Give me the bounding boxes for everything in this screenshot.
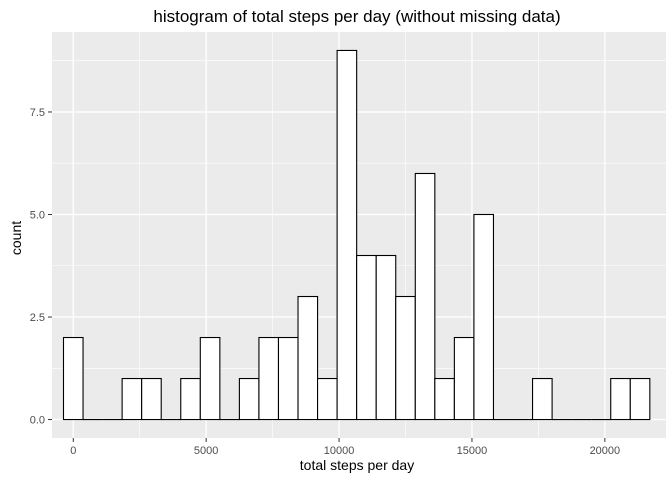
x-axis-label: total steps per day — [300, 457, 414, 473]
histogram-bar — [238, 377, 260, 421]
x-tick-label: 0 — [70, 445, 76, 457]
histogram-bar — [317, 377, 338, 421]
histogram-bar — [277, 336, 299, 421]
histogram-bar — [629, 377, 651, 421]
y-tick-label: 2.5 — [30, 312, 45, 324]
y-tick-label: 0.0 — [30, 415, 45, 427]
histogram-bar — [395, 295, 416, 421]
histogram-bar — [375, 254, 397, 421]
histogram-bar — [610, 377, 631, 421]
y-tick-label: 5.0 — [30, 209, 45, 221]
histogram-bar — [62, 336, 84, 421]
histogram-bars — [62, 49, 651, 421]
histogram-bar — [434, 377, 455, 421]
x-tick-label: 20000 — [590, 445, 621, 457]
histogram-bar — [356, 254, 377, 421]
histogram-bar — [532, 377, 553, 421]
histogram-bar — [180, 377, 201, 421]
histogram-bar — [297, 295, 319, 421]
x-tick-label: 15000 — [457, 445, 488, 457]
histogram-bar — [258, 336, 280, 421]
chart-title: histogram of total steps per day (withou… — [153, 7, 560, 26]
histogram-bar — [336, 49, 358, 421]
histogram-bar — [199, 336, 221, 421]
y-axis-label: count — [8, 221, 24, 255]
x-tick-label: 5000 — [194, 445, 218, 457]
histogram-bar — [414, 172, 436, 421]
histogram-bar — [453, 336, 475, 421]
histogram-bar — [473, 213, 495, 421]
y-tick-label: 7.5 — [30, 107, 45, 119]
histogram-bar — [141, 377, 162, 421]
axes: 0 5000 10000 15000 20000 0.0 2.5 5.0 7.5 — [30, 107, 620, 457]
x-tick-label: 10000 — [324, 445, 355, 457]
histogram-bar — [121, 377, 143, 421]
